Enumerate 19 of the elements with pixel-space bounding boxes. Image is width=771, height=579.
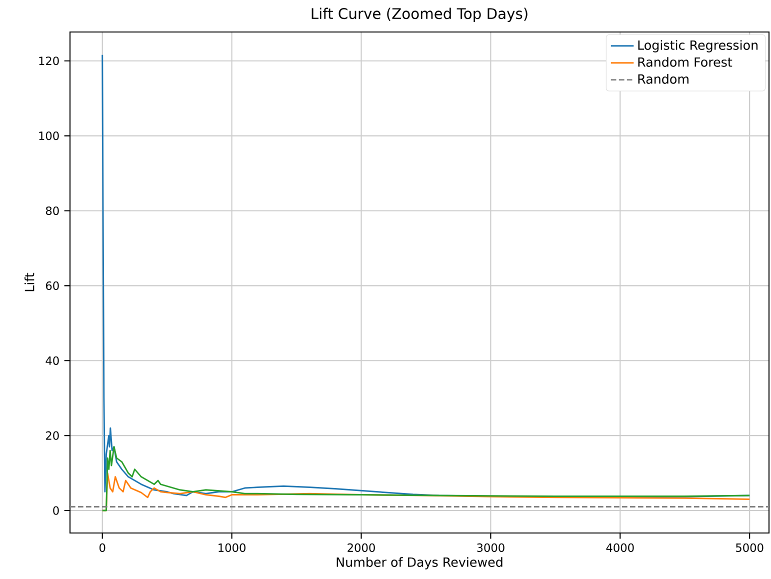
legend-label: Random [638,74,688,84]
y-tick-label: 80 [46,206,59,216]
x-tick-label: 0 [100,543,106,552]
x-tick-label: 3000 [477,543,504,552]
x-tick-label: 2000 [348,543,375,552]
legend-label: Random Forest [638,57,732,67]
chart-title: Lift Curve (Zoomed Top Days) [312,8,528,22]
y-tick-label: 20 [46,431,59,440]
x-tick-label: 1000 [218,543,246,552]
y-tick-label: 100 [39,132,59,140]
legend-label: Logistic Regression [638,40,758,52]
y-tick-label: 40 [46,356,59,365]
y-tick-label: 60 [46,281,59,290]
y-axis-title: Lift [24,272,34,292]
y-tick-label: 120 [39,56,59,66]
x-tick-label: 4000 [606,543,634,552]
y-tick-label: 0 [53,506,59,515]
x-tick-label: 5000 [736,543,764,552]
x-axis-title: Number of Days Reviewed [336,557,502,570]
